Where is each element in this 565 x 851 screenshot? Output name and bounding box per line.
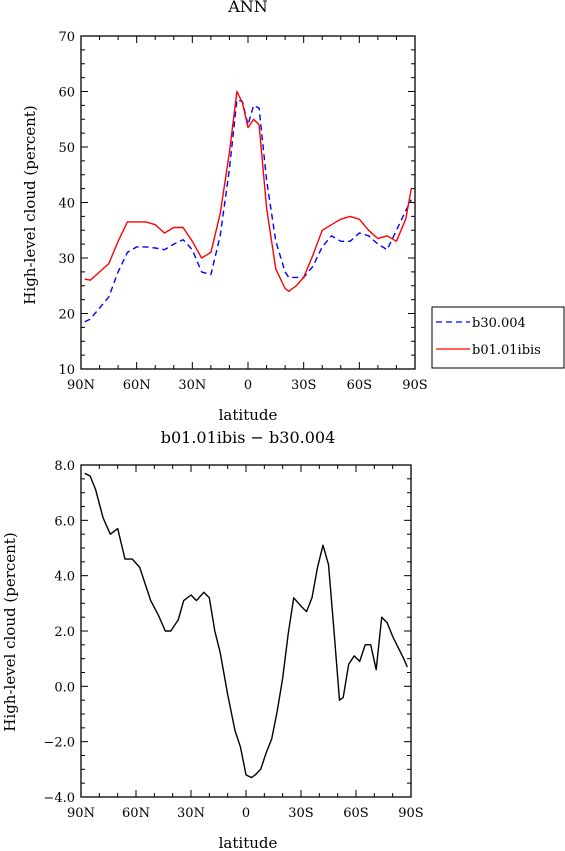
bottom-y-tick-label: 6.0 [54, 514, 75, 529]
top-y-tick-label: 10 [58, 363, 75, 378]
top-x-tick-label: 90N [67, 378, 95, 393]
bottom-x-tick-label: 0 [242, 806, 250, 821]
top-y-axis-label: High-level cloud (percent) [21, 105, 39, 304]
legend: b30.004 b01.01ibis [431, 306, 565, 369]
legend-label-b01: b01.01ibis [472, 343, 541, 358]
bottom-y-axis-label: High-level cloud (percent) [1, 532, 19, 731]
bottom-x-tick-label: 30N [177, 806, 205, 821]
bottom-x-tick-label: 90N [67, 806, 95, 821]
top-y-tick-label: 30 [58, 252, 75, 267]
top-chart-title: ANN [227, 0, 268, 16]
legend-label-b30: b30.004 [472, 316, 526, 331]
top-x-tick-label: 0 [244, 378, 252, 393]
top-x-tick-label: 60S [347, 378, 372, 393]
top-series-line-b01-01ibis [84, 90, 412, 292]
bottom-series-line-0 [84, 472, 408, 779]
bottom-series-group [84, 472, 408, 779]
top-x-axis-label: latitude [219, 406, 278, 424]
top-series-group [84, 90, 412, 323]
top-x-tick-label: 60N [123, 378, 151, 393]
legend-box [431, 306, 565, 369]
bottom-panel: b01.01ibis − b30.004 High-level cloud (p… [1, 428, 424, 851]
bottom-y-tick-label: −4.0 [43, 791, 75, 806]
bottom-x-tick-label: 90S [398, 806, 423, 821]
bottom-y-tick-label: −2.0 [43, 736, 75, 751]
bottom-x-tick-label: 60N [122, 806, 150, 821]
top-series-line-b30-004 [84, 99, 412, 323]
top-axis-ticks: 90N 60N 30N 0 30S 60S 90S 10 20 30 40 50 60 70 [58, 30, 427, 393]
top-y-tick-label: 20 [58, 308, 75, 323]
bottom-y-tick-label: 4.0 [54, 570, 75, 585]
bottom-chart-title: b01.01ibis − b30.004 [161, 428, 336, 447]
top-y-tick-label: 40 [58, 197, 75, 212]
top-y-tick-label: 50 [58, 141, 75, 156]
top-x-tick-label: 30S [291, 378, 316, 393]
bottom-y-tick-label: 8.0 [54, 459, 75, 474]
top-plot-frame [80, 35, 416, 370]
bottom-y-tick-label: 2.0 [54, 625, 75, 640]
top-x-tick-label: 90S [402, 378, 427, 393]
bottom-y-tick-label: 0.0 [54, 680, 75, 695]
bottom-x-tick-label: 30S [288, 806, 313, 821]
top-y-tick-label: 60 [58, 86, 75, 101]
bottom-axis-ticks: 90N 60N 30N 0 30S 60S 90S −4.0 −2.0 0.0 2.0 4.0 6.0 8… [43, 459, 423, 821]
top-x-tick-label: 30N [178, 378, 206, 393]
bottom-x-axis-label: latitude [219, 834, 278, 851]
top-y-tick-label: 70 [58, 30, 75, 45]
bottom-x-tick-label: 60S [343, 806, 368, 821]
top-panel: ANN High-level cloud (percent) latitude … [21, 0, 565, 424]
bottom-plot-frame [80, 464, 412, 798]
